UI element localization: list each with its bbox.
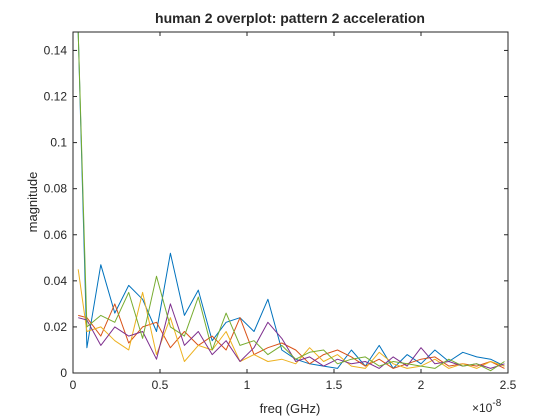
x-tick-label: 1 [244,378,251,392]
y-tick-label: 0.14 [44,43,68,57]
series-layer [77,32,505,372]
x-tick-label: 2.5 [500,378,517,392]
series-line-3 [77,269,505,369]
x-exponent-power: -8 [492,398,501,409]
y-axis-label: magnitude [25,172,40,233]
y-tick-label: 0.08 [44,182,68,196]
x-axis-label: freq (GHz) [260,401,321,416]
y-tick-label: 0.12 [44,90,68,104]
y-tick-label: 0.02 [44,320,68,334]
x-tick-label: 2 [418,378,425,392]
y-ticks: 0 0.02 0.04 0.06 0.08 0.1 0.12 0.14 [44,43,508,380]
x-tick-label: 0 [70,378,77,392]
y-tick-label: 0.04 [44,274,68,288]
x-tick-label: 0.5 [152,378,169,392]
x-tick-label: 1.5 [326,378,343,392]
y-tick-label: 0.06 [44,228,68,242]
y-tick-label: 0 [60,366,67,380]
x-exponent-base: ×10 [472,401,493,415]
series-line-5 [77,32,505,372]
x-exponent: ×10-8 [472,398,502,415]
axes-box [72,31,509,374]
x-ticks: 0 0.5 1 1.5 2 2.5 [70,32,517,392]
y-tick-label: 0.1 [50,136,67,150]
series-line-1 [77,32,505,369]
series-line-4 [78,303,505,369]
axes [72,31,509,374]
chart-title: human 2 overplot: pattern 2 acceleration [155,10,425,26]
